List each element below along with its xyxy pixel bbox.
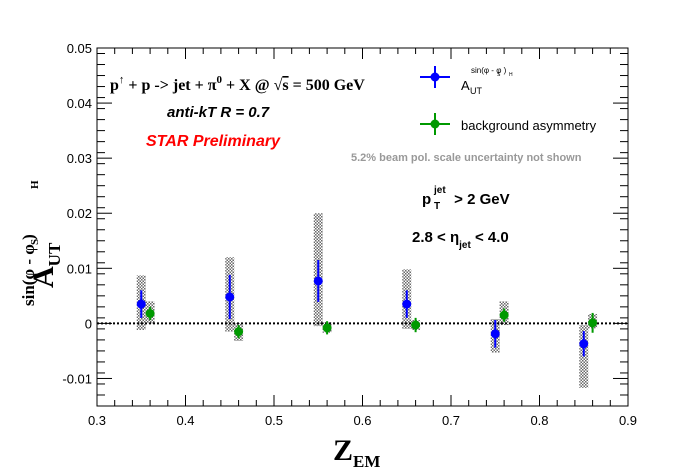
legend-entry-asymmetry: AUTsin(φ - φ )S H: [420, 66, 513, 96]
x-axis-title: ZEM: [333, 434, 380, 471]
point-background: [322, 323, 332, 333]
eta-cut-label: 2.8 < ηjet < 4.0: [412, 229, 509, 251]
x-tick-label: 0.3: [88, 413, 106, 428]
y-tick-label: 0.04: [67, 96, 92, 111]
point-background: [411, 320, 421, 330]
point-asymmetry: [402, 299, 412, 309]
legend-label-asymmetry: AUTsin(φ - φ )S H: [461, 66, 513, 96]
data-points: [136, 260, 598, 357]
legend: AUTsin(φ - φ )S H background asymmetry: [420, 66, 597, 135]
point-asymmetry: [225, 292, 235, 302]
y-tick-label: 0: [85, 316, 92, 331]
point-background: [588, 318, 598, 328]
x-tick-label: 0.5: [265, 413, 283, 428]
y-tick-label: -0.01: [62, 371, 92, 386]
preliminary-label: STAR Preliminary: [146, 133, 281, 150]
point-background: [145, 308, 155, 318]
y-tick-label: 0.05: [67, 41, 92, 56]
legend-marker-background: [430, 119, 440, 129]
reaction-label: p↑ + p -> jet + π0 + X @ √s = 500 GeV: [110, 74, 365, 94]
annotations: p↑ + p -> jet + π0 + X @ √s = 500 GeV an…: [110, 74, 582, 251]
y-axis-title: AUT sin(φ - φ )SH: [19, 180, 67, 306]
point-asymmetry: [313, 276, 323, 286]
x-tick-label: 0.9: [619, 413, 637, 428]
sys-band-asymmetry: [579, 325, 589, 388]
point-background: [499, 310, 509, 320]
algorithm-label: anti-kT R = 0.7: [167, 104, 270, 121]
legend-marker-asymmetry: [430, 72, 440, 82]
x-tick-label: 0.4: [176, 413, 194, 428]
legend-label-background: background asymmetry: [461, 118, 597, 133]
axis-ticks: 0.3 0.4 0.5 0.6 0.7 0.8 0.9 -0.01 0 0.01 0.02 0.03 0…: [62, 41, 637, 428]
point-asymmetry: [490, 329, 500, 339]
y-tick-label: 0.03: [67, 151, 92, 166]
pt-cut-label: p Tjet > 2 GeV: [422, 185, 510, 212]
x-tick-label: 0.8: [530, 413, 548, 428]
point-background: [234, 327, 244, 337]
uncertainty-note: 5.2% beam pol. scale uncertainty not sho…: [351, 152, 582, 164]
legend-entry-background: background asymmetry: [420, 113, 597, 135]
point-asymmetry: [579, 339, 589, 349]
y-tick-label: 0.01: [67, 261, 92, 276]
y-tick-label: 0.02: [67, 206, 92, 221]
point-asymmetry: [136, 299, 146, 309]
x-tick-label: 0.7: [442, 413, 460, 428]
x-tick-label: 0.6: [353, 413, 371, 428]
